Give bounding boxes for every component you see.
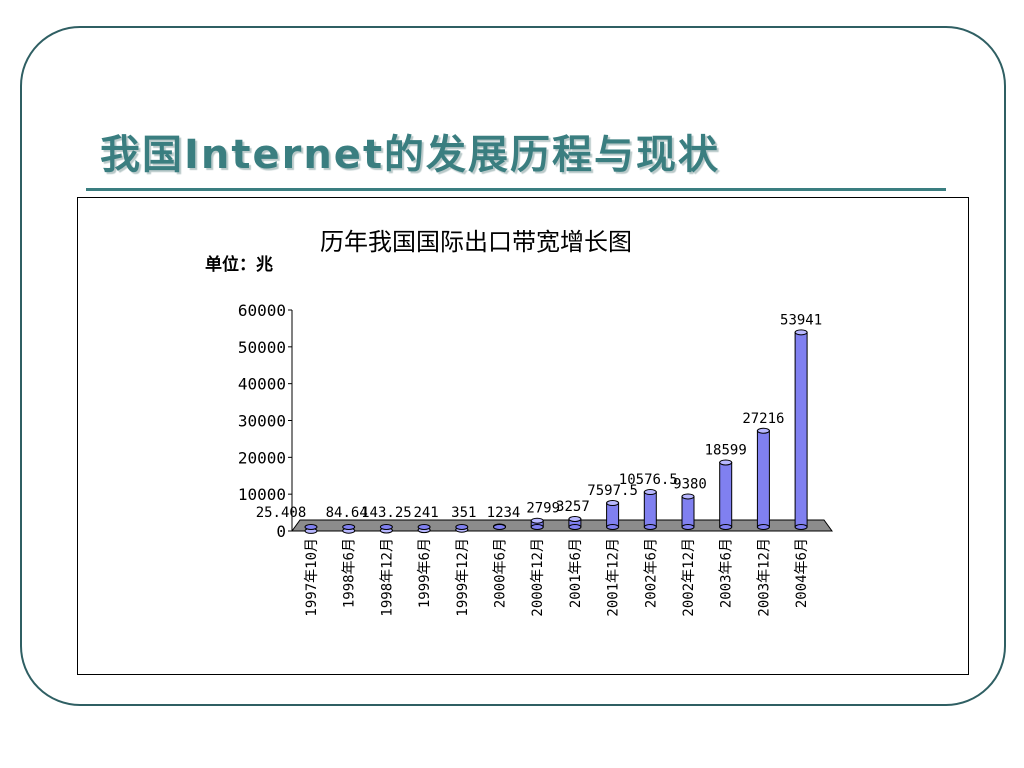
x-tick-label: 1999年12月: [455, 538, 471, 617]
chart-floor: [291, 519, 833, 532]
bar-top: [643, 489, 657, 496]
bar-top: [756, 427, 770, 434]
y-tick-label: 0: [276, 522, 286, 541]
bar-top: [719, 459, 733, 466]
data-label: 3257: [556, 499, 590, 515]
data-label: 351: [451, 505, 476, 521]
bar-base: [794, 524, 808, 530]
bar: [794, 331, 808, 528]
y-tick-label: 30000: [238, 412, 286, 431]
bar-base: [455, 524, 469, 530]
unit-label: 单位：兆: [205, 255, 273, 275]
x-tick-label: 1997年10月: [304, 538, 320, 617]
x-tick-label: 1998年6月: [342, 538, 358, 608]
x-tick-label: 2001年12月: [606, 538, 622, 617]
data-label: 10576.5: [619, 472, 678, 488]
chart-title: 历年我国国际出口带宽增长图: [320, 228, 632, 256]
bar-base: [681, 524, 695, 530]
x-tick-label: 2002年12月: [681, 538, 697, 617]
x-tick-label: 1999年6月: [417, 538, 433, 608]
bar-top: [606, 500, 620, 507]
x-tick-label: 1998年12月: [379, 538, 395, 617]
chart-panel: [77, 197, 969, 675]
data-label: 53941: [780, 312, 822, 328]
bar-base: [417, 524, 431, 530]
slide-frame: [20, 26, 1006, 706]
bar-top: [568, 516, 582, 523]
x-tick-label: 2003年12月: [756, 538, 772, 617]
bar: [719, 461, 733, 528]
bar-top: [530, 517, 544, 524]
bar: [606, 502, 620, 528]
bar-base: [568, 524, 582, 530]
x-tick-label: 2001年6月: [568, 538, 584, 608]
data-label: 143.25: [361, 505, 412, 521]
data-label: 241: [413, 505, 438, 521]
title-rule: [86, 188, 946, 191]
x-tick-label: 2003年6月: [719, 538, 735, 608]
bar-base: [304, 524, 318, 530]
y-tick-label: 60000: [238, 301, 286, 320]
data-label: 27216: [742, 411, 784, 427]
y-tick-label: 10000: [238, 485, 286, 504]
bar-top: [681, 493, 695, 500]
bar: [756, 430, 770, 528]
data-label: 1234: [487, 505, 521, 521]
bar-base: [530, 524, 544, 530]
x-tick-label: 2002年6月: [643, 538, 659, 608]
bar-base: [342, 524, 356, 530]
y-tick-label: 40000: [238, 375, 286, 394]
bar-base: [719, 524, 733, 530]
bar-base: [606, 524, 620, 530]
slide-title: 我国Internet的发展历程与现状: [100, 132, 721, 178]
x-tick-label: 2004年6月: [794, 538, 810, 608]
bar-base: [379, 524, 393, 530]
y-tick-label: 50000: [238, 338, 286, 357]
data-label: 7597.5: [587, 483, 638, 499]
data-label: 18599: [705, 442, 747, 458]
bar-base: [643, 524, 657, 530]
bar-top: [794, 329, 808, 336]
data-label: 2799: [526, 501, 560, 517]
data-label: 9380: [673, 476, 707, 492]
bar: [643, 491, 657, 528]
data-label: 84.64: [326, 505, 368, 521]
bar: [681, 495, 695, 528]
y-tick-label: 20000: [238, 448, 286, 467]
x-tick-label: 2000年6月: [493, 538, 509, 608]
x-tick-label: 2000年12月: [530, 538, 546, 617]
bar-base: [493, 524, 506, 530]
bar-base: [756, 524, 770, 530]
data-label: 25.408: [256, 505, 307, 521]
